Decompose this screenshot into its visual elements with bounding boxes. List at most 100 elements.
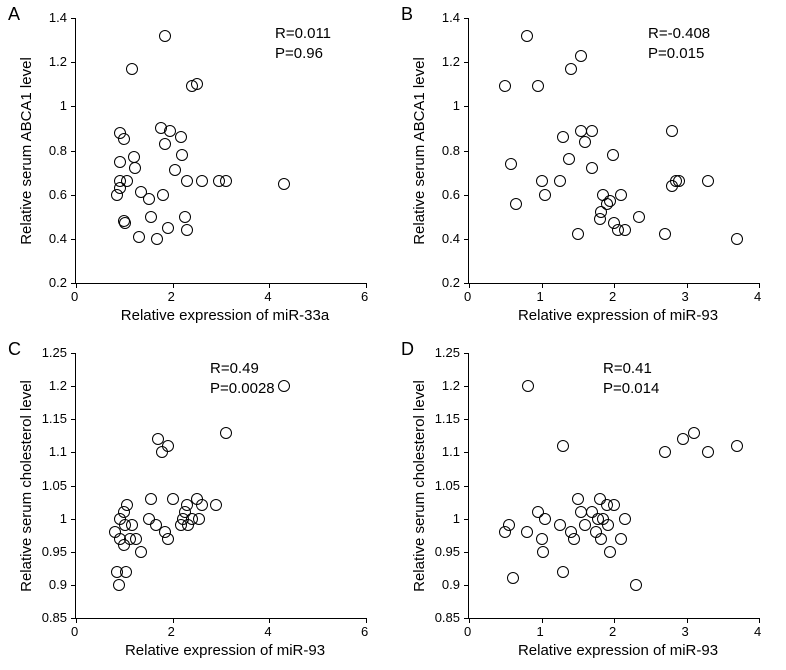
- ytick-label: 0.9: [442, 577, 460, 592]
- xlabel-A: Relative expression of miR-33a: [110, 307, 340, 324]
- data-point: [557, 566, 569, 578]
- ytick-mark: [464, 585, 469, 586]
- xtick-mark: [759, 618, 760, 623]
- ytick-label: 1.2: [49, 54, 67, 69]
- ytick-mark: [464, 353, 469, 354]
- ytick-label: 1.2: [49, 378, 67, 393]
- xtick-mark: [687, 618, 688, 623]
- data-point: [702, 446, 714, 458]
- data-point: [539, 513, 551, 525]
- ytick-mark: [464, 62, 469, 63]
- data-point: [539, 189, 551, 201]
- data-point: [510, 198, 522, 210]
- ytick-label: 0.2: [49, 275, 67, 290]
- xtick-mark: [687, 283, 688, 288]
- stat-R-C: R=0.49: [210, 360, 259, 377]
- data-point: [532, 80, 544, 92]
- ytick-label: 1: [60, 98, 67, 113]
- xtick-label: 2: [609, 624, 616, 639]
- ytick-mark: [71, 519, 76, 520]
- data-point: [499, 80, 511, 92]
- ytick-mark: [464, 386, 469, 387]
- data-point: [557, 131, 569, 143]
- data-point: [731, 233, 743, 245]
- stat-P-A: P=0.96: [275, 45, 323, 62]
- xtick-mark: [173, 618, 174, 623]
- data-point: [169, 164, 181, 176]
- ytick-mark: [71, 552, 76, 553]
- data-point: [120, 566, 132, 578]
- xtick-mark: [542, 283, 543, 288]
- ytick-label: 0.6: [49, 187, 67, 202]
- figure-container: A0.20.40.60.811.21.40246Relative serum A…: [0, 0, 786, 670]
- ytick-label: 0.4: [49, 231, 67, 246]
- xlabel-B: Relative expression of miR-93: [503, 307, 733, 324]
- data-point: [210, 499, 222, 511]
- xtick-mark: [173, 283, 174, 288]
- data-point: [630, 579, 642, 591]
- xtick-mark: [366, 283, 367, 288]
- data-point: [157, 189, 169, 201]
- ytick-mark: [71, 386, 76, 387]
- data-point: [164, 125, 176, 137]
- data-point: [167, 493, 179, 505]
- ytick-label: 0.95: [42, 544, 67, 559]
- ytick-label: 1.2: [442, 54, 460, 69]
- ytick-mark: [464, 552, 469, 553]
- ytick-mark: [71, 62, 76, 63]
- data-point: [537, 546, 549, 558]
- xtick-mark: [76, 283, 77, 288]
- panel-C: C0.850.90.9511.051.11.151.21.250246Relat…: [0, 335, 393, 670]
- data-point: [113, 579, 125, 591]
- xtick-label: 4: [754, 289, 761, 304]
- data-point: [615, 189, 627, 201]
- xtick-label: 2: [609, 289, 616, 304]
- ytick-mark: [71, 18, 76, 19]
- data-point: [159, 30, 171, 42]
- data-point: [659, 446, 671, 458]
- data-point: [659, 228, 671, 240]
- data-point: [121, 175, 133, 187]
- ytick-label: 1: [60, 511, 67, 526]
- data-point: [702, 175, 714, 187]
- data-point: [179, 211, 191, 223]
- data-point: [557, 440, 569, 452]
- data-point: [568, 533, 580, 545]
- xtick-label: 3: [682, 624, 689, 639]
- xtick-label: 0: [464, 289, 471, 304]
- ylabel-A: Relative serum ABCA1 level: [18, 41, 35, 261]
- data-point: [731, 440, 743, 452]
- data-point: [565, 63, 577, 75]
- ytick-label: 1: [453, 511, 460, 526]
- ytick-label: 0.8: [442, 143, 460, 158]
- data-point: [536, 175, 548, 187]
- ytick-label: 1.05: [435, 478, 460, 493]
- panel-B: B0.20.40.60.811.21.401234Relative serum …: [393, 0, 786, 335]
- data-point: [159, 138, 171, 150]
- data-point: [114, 156, 126, 168]
- xlabel-C: Relative expression of miR-93: [110, 642, 340, 659]
- data-point: [196, 175, 208, 187]
- xtick-label: 0: [71, 289, 78, 304]
- data-point: [503, 519, 515, 531]
- ylabel-C: Relative serum cholesterol level: [18, 376, 35, 596]
- data-point: [162, 533, 174, 545]
- xtick-label: 4: [754, 624, 761, 639]
- ytick-mark: [464, 18, 469, 19]
- data-point: [575, 50, 587, 62]
- ytick-label: 1.15: [42, 411, 67, 426]
- ytick-label: 0.4: [442, 231, 460, 246]
- xtick-label: 1: [537, 289, 544, 304]
- panel-label-C: C: [8, 339, 21, 360]
- panel-label-D: D: [401, 339, 414, 360]
- ytick-mark: [464, 106, 469, 107]
- stat-R-B: R=-0.408: [648, 25, 710, 42]
- data-point: [162, 222, 174, 234]
- xtick-mark: [76, 618, 77, 623]
- data-point: [604, 195, 616, 207]
- data-point: [143, 193, 155, 205]
- xtick-label: 4: [264, 289, 271, 304]
- ytick-label: 0.9: [49, 577, 67, 592]
- data-point: [133, 231, 145, 243]
- ytick-label: 1.1: [442, 444, 460, 459]
